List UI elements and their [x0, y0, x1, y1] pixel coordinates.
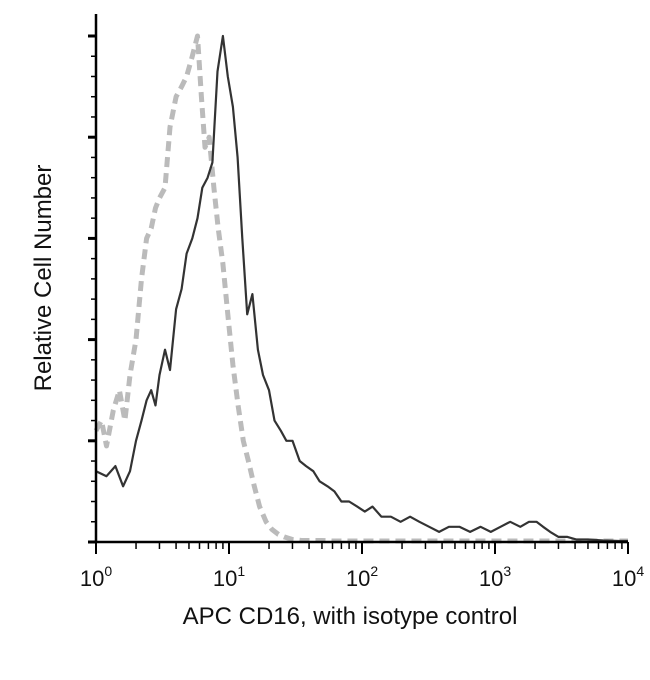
y-axis-title: Relative Cell Number: [30, 165, 57, 392]
x-tick-label: 101: [213, 563, 245, 591]
tick-layer: 100 101 102 103 104: [80, 34, 644, 591]
isotype-control-curve: [93, 33, 628, 544]
x-tick-label: 103: [479, 563, 511, 591]
x-tick-label: 102: [346, 563, 378, 591]
series-layer: [93, 33, 628, 544]
x-tick-label: 104: [612, 563, 644, 591]
x-axis-title: APC CD16, with isotype control: [183, 603, 518, 630]
apc-cd16-curve: [95, 34, 628, 543]
x-tick-label: 100: [80, 563, 112, 591]
